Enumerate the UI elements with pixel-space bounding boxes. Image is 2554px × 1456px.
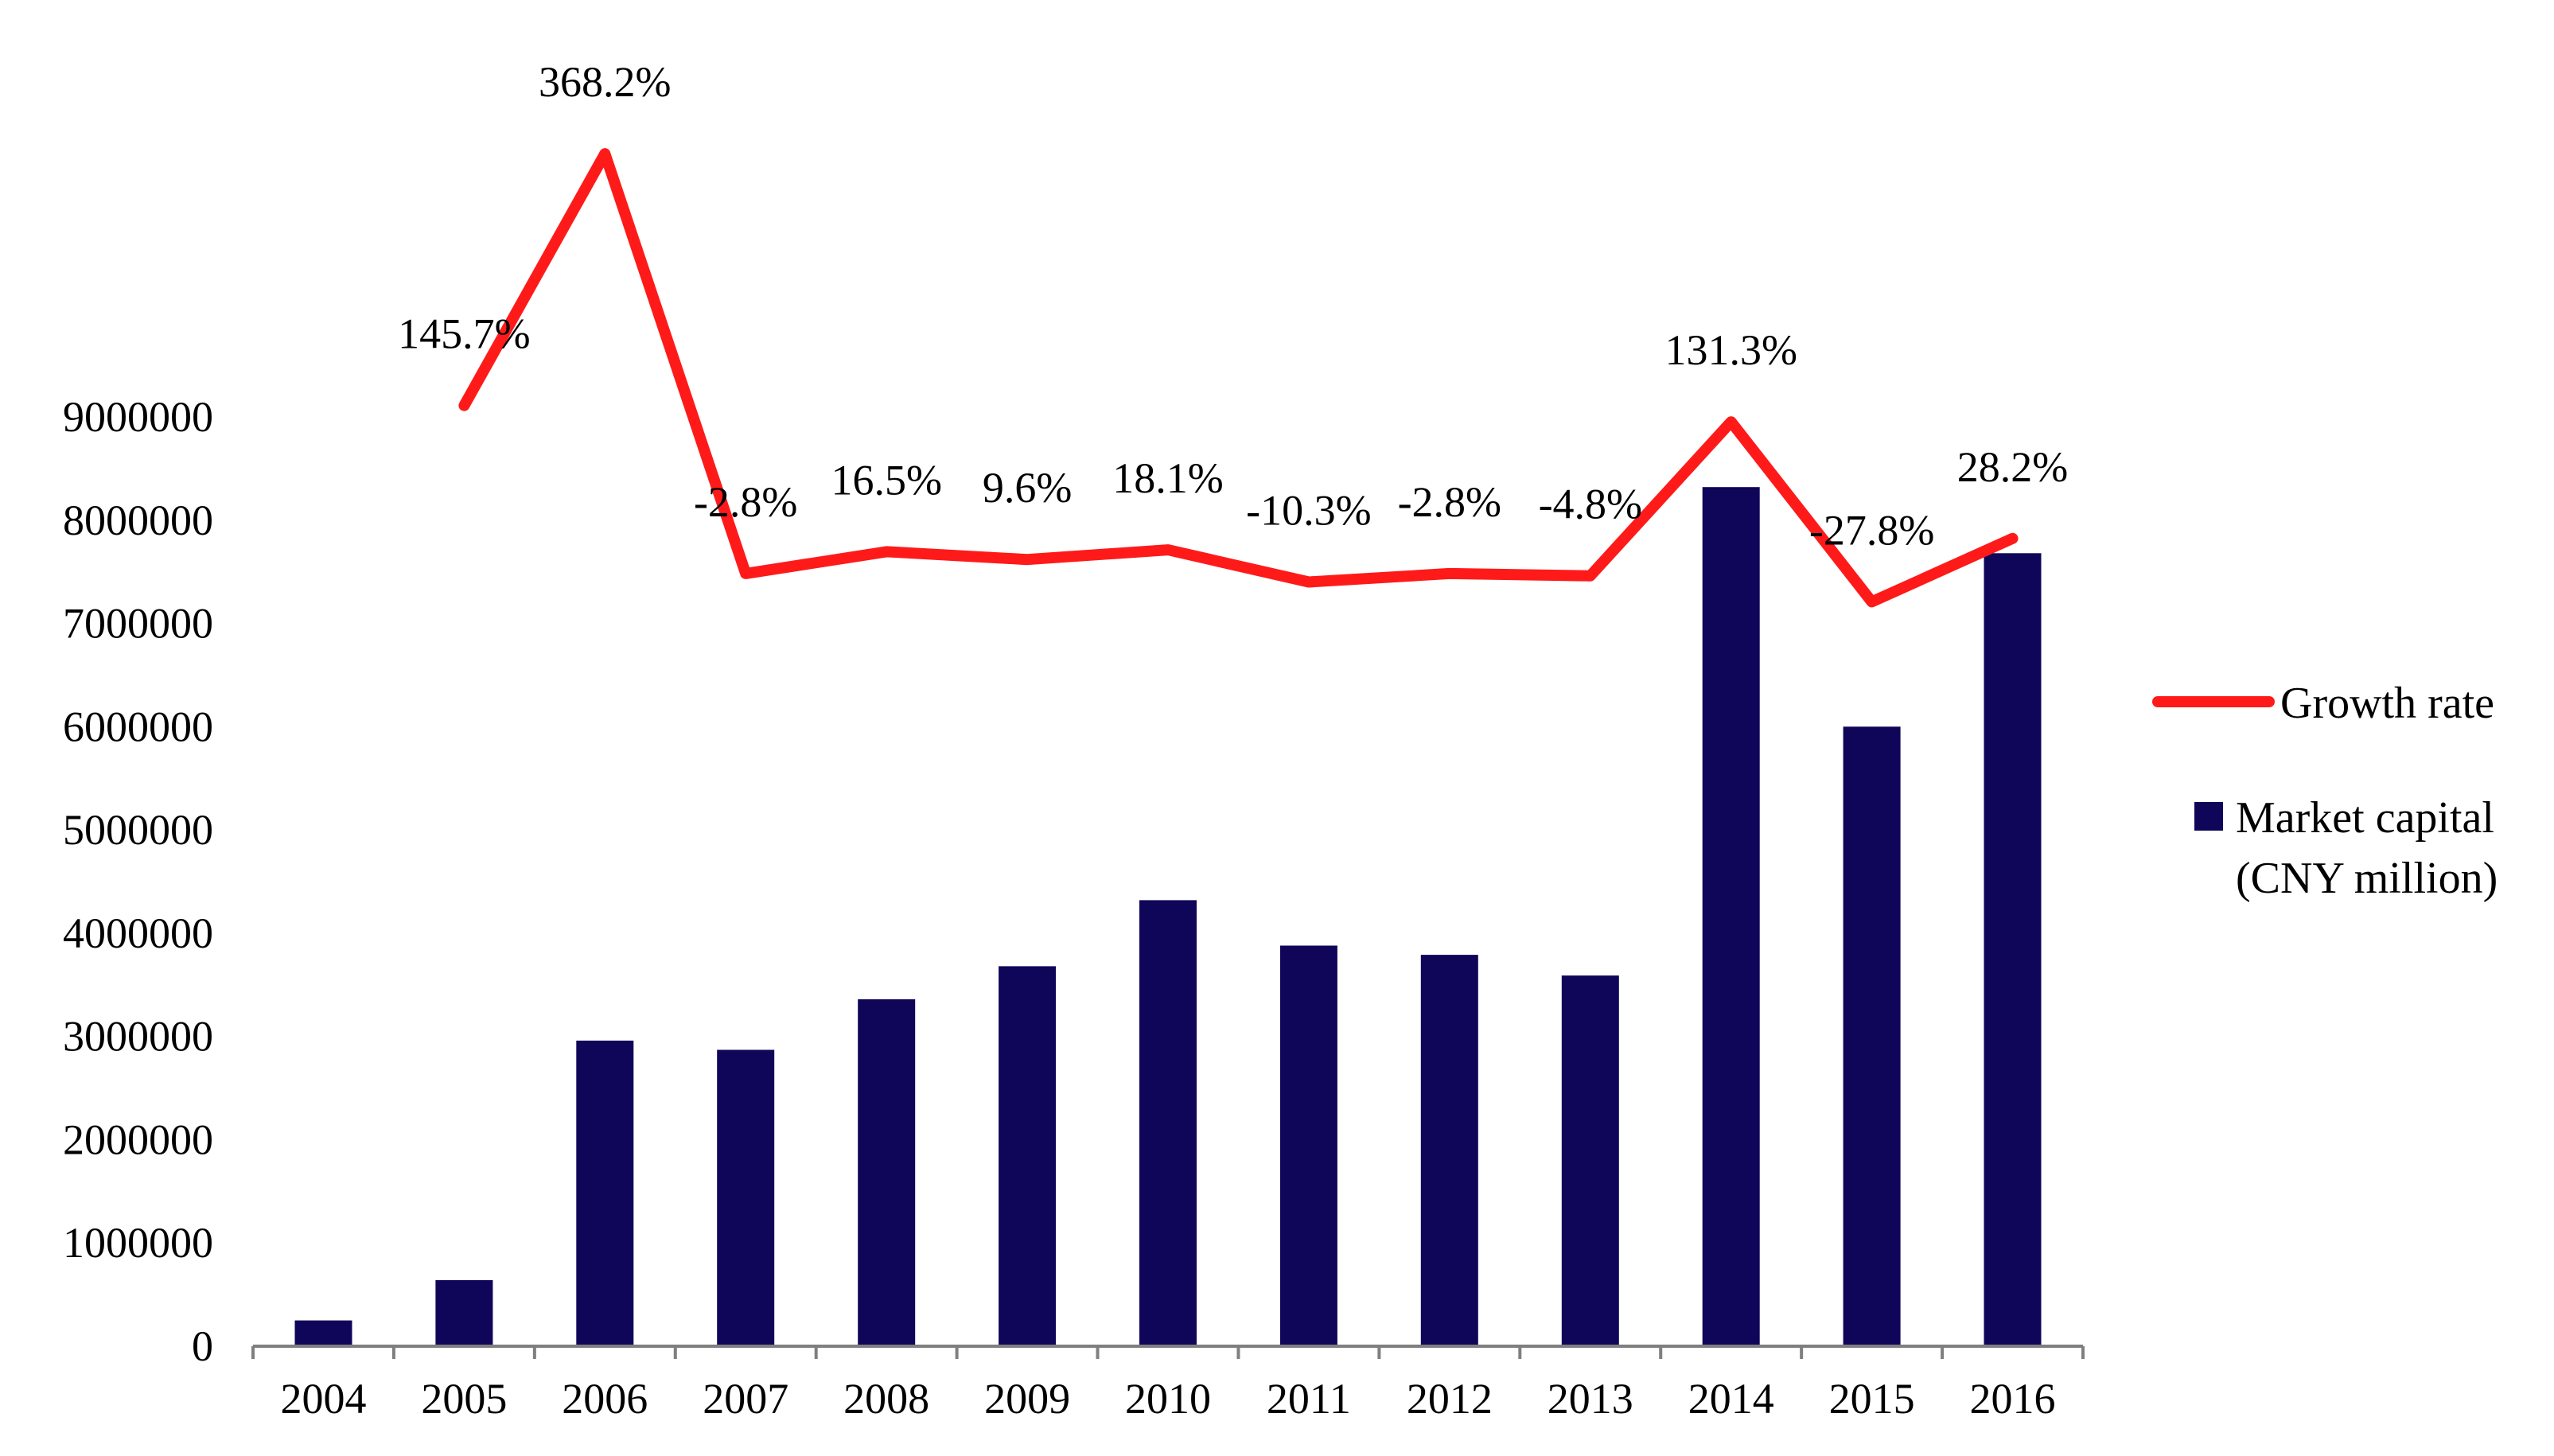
y-tick-label: 4000000 bbox=[63, 909, 213, 957]
x-tick-label-2005: 2005 bbox=[421, 1375, 507, 1423]
y-tick-label: 1000000 bbox=[63, 1219, 213, 1267]
growth-rate-line bbox=[458, 148, 2019, 608]
x-tick-label-2007: 2007 bbox=[703, 1375, 788, 1423]
growth-label-2015: -27.8% bbox=[1809, 506, 1934, 554]
legend-bar-swatch bbox=[2194, 802, 2223, 831]
y-tick-label: 9000000 bbox=[63, 393, 213, 441]
growth-label-2014: 131.3% bbox=[1664, 326, 1797, 374]
bar-2008 bbox=[858, 999, 916, 1346]
x-tick-label-2006: 2006 bbox=[562, 1375, 648, 1423]
x-tick-label-2016: 2016 bbox=[1970, 1375, 2056, 1423]
x-tick-label-2010: 2010 bbox=[1125, 1375, 1211, 1423]
labels-layer: 145.7% 368.2% -2.8% 16.5% 9.6% 18.1% -10.3% -2.… bbox=[398, 58, 2068, 554]
growth-label-2008: 16.5% bbox=[831, 456, 941, 504]
legend-label-growth-rate: Growth rate bbox=[2280, 679, 2494, 728]
x-tick-label-2013: 2013 bbox=[1548, 1375, 1633, 1423]
x-tick-label-2009: 2009 bbox=[984, 1375, 1070, 1423]
line-layer bbox=[458, 148, 2019, 608]
y-tick-label: 3000000 bbox=[63, 1013, 213, 1061]
legend-label-market-capital: Market capital bbox=[2236, 793, 2494, 843]
bar-2013 bbox=[1561, 975, 1619, 1346]
x-tick-label-2014: 2014 bbox=[1688, 1375, 1774, 1423]
bars-layer bbox=[294, 487, 2042, 1347]
x-tick-label-2008: 2008 bbox=[843, 1375, 929, 1423]
bar-2009 bbox=[999, 966, 1057, 1346]
growth-label-2005: 145.7% bbox=[398, 310, 530, 358]
growth-label-2016: 28.2% bbox=[1957, 443, 2068, 491]
bar-2005 bbox=[435, 1279, 493, 1346]
x-tick-label-2011: 2011 bbox=[1267, 1375, 1351, 1423]
x-tick-label-2015: 2015 bbox=[1829, 1375, 1915, 1423]
growth-label-2013: -4.8% bbox=[1539, 481, 1642, 528]
growth-label-2011: -10.3% bbox=[1246, 487, 1371, 535]
y-tick-label: 0 bbox=[192, 1322, 213, 1370]
bar-2004 bbox=[294, 1320, 352, 1346]
growth-label-2009: 9.6% bbox=[983, 464, 1072, 512]
bar-2006 bbox=[576, 1040, 634, 1346]
x-tick-label-2012: 2012 bbox=[1407, 1375, 1493, 1423]
y-tick-label: 7000000 bbox=[63, 600, 213, 648]
y-tick-label: 5000000 bbox=[63, 806, 213, 854]
y-tick-label: 8000000 bbox=[63, 496, 213, 544]
y-tick-label: 2000000 bbox=[63, 1115, 213, 1163]
y-tick-label: 6000000 bbox=[63, 703, 213, 750]
bar-2010 bbox=[1139, 900, 1197, 1346]
bar-2011 bbox=[1279, 945, 1337, 1346]
growth-label-2006: 368.2% bbox=[539, 58, 671, 106]
bar-2014 bbox=[1702, 487, 1760, 1347]
bar-2012 bbox=[1420, 955, 1478, 1346]
legend-label-market-capital: (CNY million) bbox=[2236, 854, 2498, 903]
axes-layer: 2004 2005 2006 2007 2008 2009 2010 2011 2012 2013… bbox=[63, 393, 2085, 1423]
legend: Growth rate Market capital (CNY million) bbox=[2152, 679, 2498, 903]
growth-label-2010: 18.1% bbox=[1112, 454, 1223, 502]
growth-label-2007: -2.8% bbox=[694, 478, 797, 526]
bar-2015 bbox=[1843, 726, 1901, 1346]
bar-2016 bbox=[1984, 553, 2042, 1346]
x-tick-label-2004: 2004 bbox=[280, 1375, 366, 1423]
growth-label-2012: -2.8% bbox=[1398, 478, 1501, 526]
bar-2007 bbox=[717, 1049, 775, 1346]
